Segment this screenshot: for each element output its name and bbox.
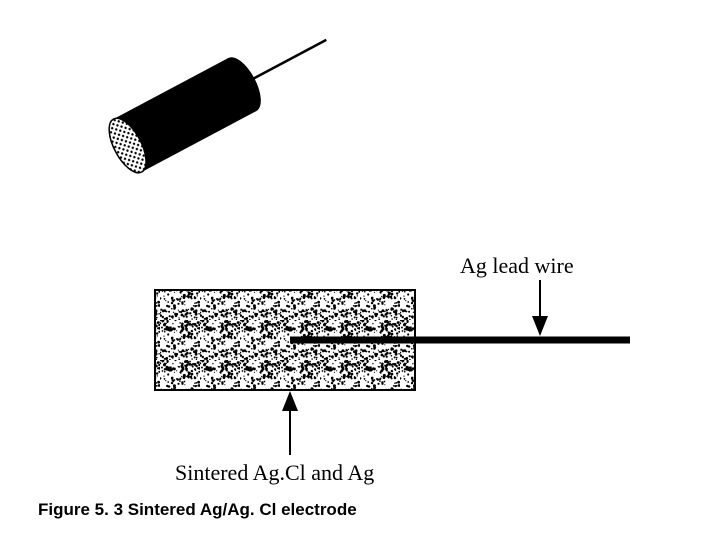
electrode-cylinder: [102, 13, 341, 178]
figure-caption: Figure 5. 3 Sintered Ag/Ag. Cl electrode: [38, 500, 357, 520]
diagram-canvas: [0, 0, 720, 540]
lead-wire-label: Ag lead wire: [460, 253, 574, 279]
sintered-label: Sintered Ag.Cl and Ag: [175, 460, 374, 486]
